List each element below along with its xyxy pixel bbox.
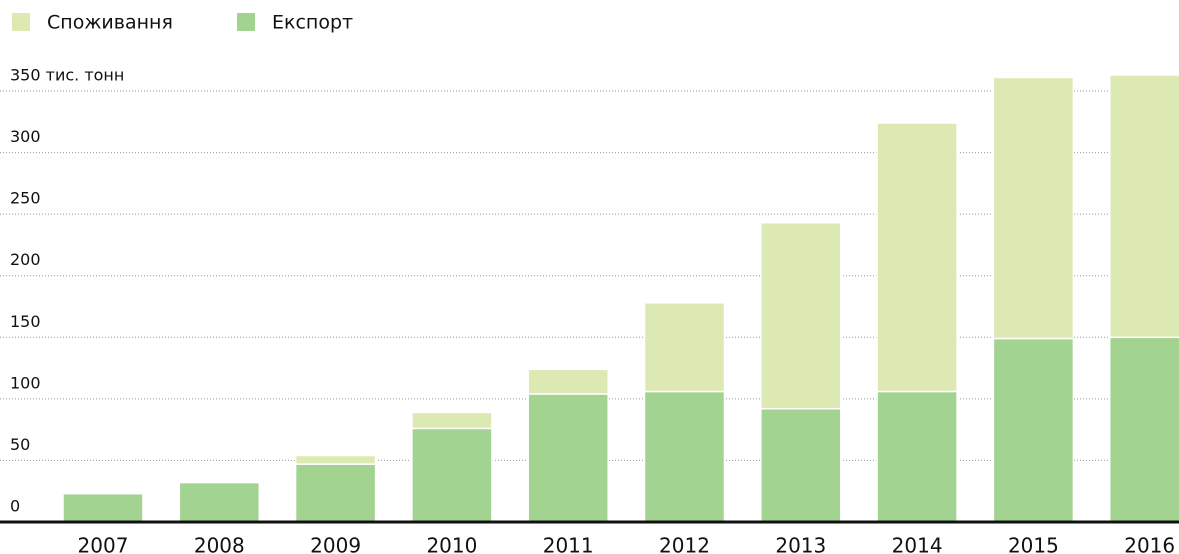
bar-segment [411,427,493,523]
bar-segment [876,390,958,523]
x-tick-label: 2014 [892,534,943,554]
bar-segment [294,463,377,523]
bar-segment [62,492,144,523]
y-tick-label: 150 [10,312,41,331]
legend-swatch [12,13,30,31]
x-tick-label: 2008 [194,534,245,554]
x-tick-label: 2013 [775,534,826,554]
y-tick-label: 0 [10,497,20,516]
x-tick-label: 2015 [1008,534,1059,554]
bar-segment [178,481,261,523]
x-tick-label: 2007 [78,534,129,554]
x-tick-label: 2009 [310,534,361,554]
bar-segment [1108,74,1179,339]
x-tick-label: 2011 [543,534,594,554]
y-tick-label: 250 [10,189,41,208]
bar-segment [411,411,493,430]
bar-segment [876,122,958,393]
bar-segment [527,393,609,523]
bar-segment [527,368,609,395]
y-tick-label: 200 [10,250,41,269]
bar-segment [992,337,1075,523]
y-tick-label: 100 [10,373,41,392]
x-tick-label: 2016 [1124,534,1175,554]
y-tick-label: 50 [10,435,30,454]
bar-segment [294,454,377,465]
bar-segment [643,390,726,523]
bar-segment [760,222,842,410]
x-tick-label: 2010 [426,534,477,554]
bar-segment [992,76,1075,340]
legend-swatch [237,13,255,31]
x-tick-label: 2012 [659,534,710,554]
y-tick-label: 300 [10,127,41,146]
bar-segment [643,302,726,393]
y-tick-label: 350 тис. тонн [10,66,124,85]
legend-label: Експорт [272,12,353,34]
bar-segment [760,407,842,523]
legend-label: Споживання [47,12,173,34]
bar-segment [1108,336,1179,523]
